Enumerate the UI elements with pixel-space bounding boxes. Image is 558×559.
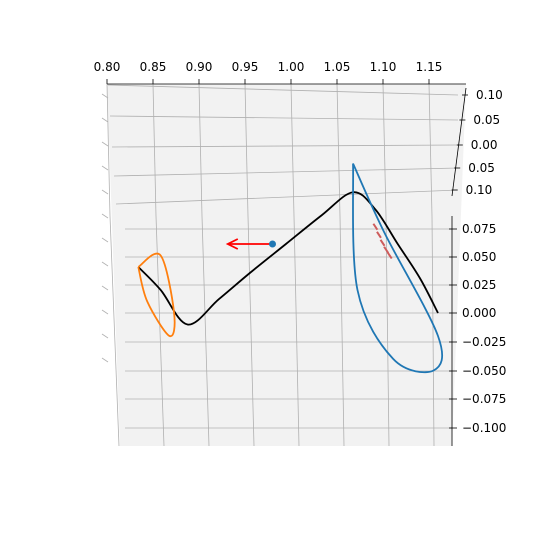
grid-line-y [113, 167, 459, 177]
grid-line-x [152, 83, 165, 447]
grid-line-x [382, 83, 390, 447]
x-tick-label: 1.05 [324, 60, 351, 74]
y-tick-label: 0.00 [471, 138, 498, 152]
grid-stub-left [101, 333, 109, 339]
grid-stub-left [101, 141, 109, 147]
z-tick-label: 0.025 [462, 278, 496, 292]
z-tick-label: −0.025 [462, 335, 506, 349]
grid-stub-left [101, 237, 109, 243]
scatter-mark [372, 223, 379, 231]
x-tick-label: 0.90 [186, 60, 213, 74]
orbit-loop [352, 163, 444, 374]
grid-stub-left [101, 261, 109, 267]
z-tick-label: 0.075 [462, 222, 496, 236]
y-tick-label: 0.10 [476, 88, 503, 102]
x-tick-label: 0.85 [140, 60, 167, 74]
grid-lines [101, 83, 459, 447]
grid-stub-left [101, 309, 109, 315]
grid-line-x [106, 83, 120, 447]
scatter-mark [383, 246, 389, 254]
y-tick-label: 0.10 [466, 183, 493, 197]
grid-line-x [244, 83, 255, 447]
z-tick-label: 0.000 [462, 306, 496, 320]
grid-line-y [109, 115, 459, 121]
grid-line-y [115, 189, 459, 205]
x-tick-label: 1.15 [416, 60, 443, 74]
y-axis-line [451, 87, 467, 197]
z-tick-label: 0.050 [462, 250, 496, 264]
axis-panes [107, 84, 466, 446]
scatter-mark [379, 239, 386, 247]
grid-stub-left [101, 357, 109, 363]
data-series [137, 163, 444, 374]
x-tick-label: 0.95 [232, 60, 259, 74]
orbit-loop [137, 252, 176, 338]
grid-stub-left [101, 165, 109, 171]
grid-stub-left [101, 213, 109, 219]
grid-line-x [428, 83, 435, 447]
grid-stub-left [101, 93, 109, 99]
grid-stub-left [101, 189, 109, 195]
grid-line-y [111, 144, 459, 148]
position-marker [269, 240, 276, 248]
scatter-mark [386, 251, 393, 260]
grid-line-x [290, 83, 300, 447]
z-tick-label: −0.050 [462, 364, 506, 378]
scatter-mark [376, 231, 382, 239]
back-pane [107, 84, 466, 446]
main-trajectory [137, 191, 439, 326]
z-tick-label: −0.100 [462, 421, 506, 435]
grid-line-x [336, 83, 345, 447]
z-tick-label: −0.075 [462, 392, 506, 406]
grid-line-x [198, 83, 210, 447]
y-tick-label: 0.05 [468, 161, 495, 175]
arrow-head [225, 238, 239, 250]
axis-ticks: 0.80 0.85 0.90 0.95 1.00 1.05 1.10 1.15 0.10 0.05… [94, 60, 506, 446]
x-tick-label: 1.00 [278, 60, 305, 74]
grid-stub-left [101, 117, 109, 123]
grid-stub-left [101, 285, 109, 291]
grid-line-y [107, 84, 459, 96]
y-tick-label: 0.05 [473, 113, 500, 127]
x-tick-label: 0.80 [94, 60, 121, 74]
x-tick-label: 1.10 [370, 60, 397, 74]
